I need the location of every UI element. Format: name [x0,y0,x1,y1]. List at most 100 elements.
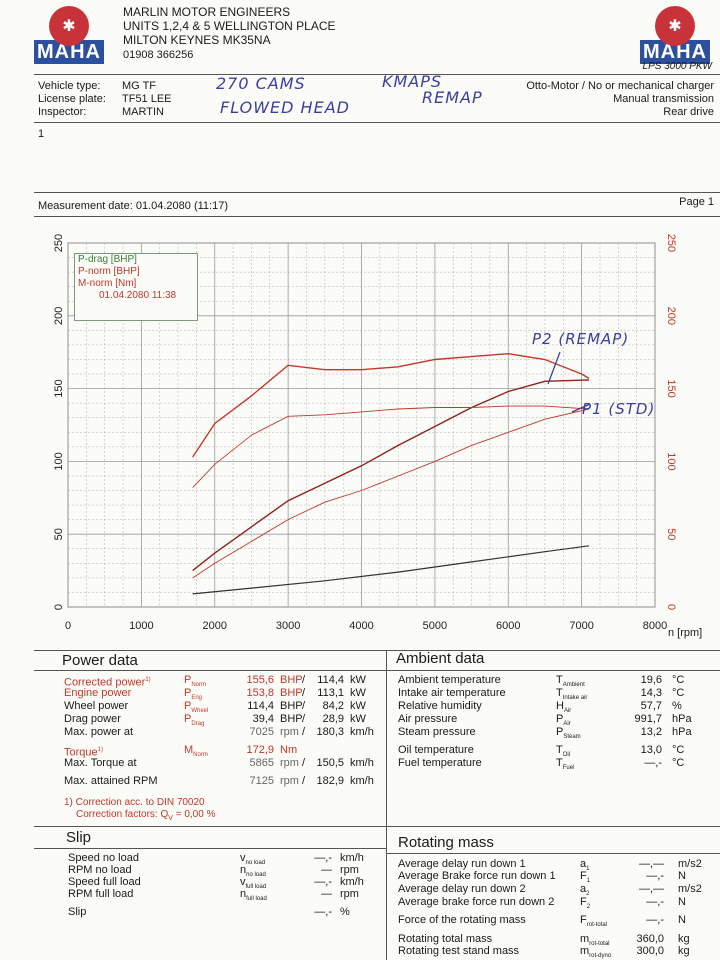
license-plate-label: License plate: [38,93,106,105]
rotating-mass-row-label: Average delay run down 2 [398,883,526,895]
symbol-subscript: Drag [191,721,205,728]
rotating-mass-unit: N [678,896,686,908]
rotating-mass-unit: m/s2 [678,883,702,895]
x-tick-label: 4000 [349,620,373,632]
ambient-unit: hPa [672,713,692,725]
ambient-row-label: Air pressure [398,713,458,725]
handwritten-p1-label: P1 (STD) [582,400,656,418]
power-unit-2: kW [350,674,366,686]
power-unit-1: rpm [280,757,299,769]
ambient-unit: °C [672,687,685,699]
power-unit-1: rpm [280,726,299,738]
power-row-label-text: Torque [64,746,98,759]
x-axis-label: n [rpm] [668,627,703,639]
rotating-mass-unit: kg [678,945,690,957]
power-value-2: 28,9 [322,713,344,725]
symbol: PAir [556,713,571,731]
power-value-2: 182,9 [316,775,344,787]
power-separator: / [302,687,306,699]
power-value-2: 114,4 [317,674,344,686]
y-tick-label-right: 100 [665,452,677,470]
symbol-letter: T [556,744,563,756]
slip-unit: km/h [340,876,364,888]
rotating-mass-value: —,- [646,870,664,882]
x-tick-label: 2000 [203,620,227,632]
power-row-label: Drag power [64,713,121,726]
legend-p-drag: P-drag [BHP] [78,254,137,265]
x-tick-label: 0 [65,620,71,632]
logo-text-right: MAHA [640,40,710,64]
symbol-letter: a [580,858,587,870]
y-tick-label-left: 0 [53,604,65,610]
transmission-type: Manual transmission [613,93,714,105]
power-row-label-text: Engine power [64,687,132,699]
series-p1-p-norm [192,408,590,579]
divider [34,670,720,671]
power-data-title: Power data [62,652,138,669]
rotating-mass-row-label: Average delay run down 1 [398,858,526,870]
x-tick-label: 6000 [496,620,520,632]
rotating-mass-row-label: Rotating test stand mass [398,945,520,957]
power-unit-1: Nm [280,744,298,756]
symbol: mrot-total [580,933,610,951]
series-p1-m-norm [192,405,590,488]
slip-row-label: Speed no load [68,852,139,864]
divider [34,650,720,651]
x-tick-label: 7000 [569,620,593,632]
ambient-row-label: Intake air temperature [398,687,506,699]
symbol: TAmbient [556,674,585,692]
power-value-1: 39,4 [252,713,274,725]
symbol-subscript: Wheel [191,708,209,715]
x-tick-label: 1000 [129,620,153,632]
ambient-value: 57,7 [640,700,662,712]
symbol-subscript: Ambient [562,682,585,689]
footnote-marker: 1) [97,747,103,753]
symbol-letter: P [184,687,192,699]
power-separator: / [302,674,306,686]
slip-unit: % [340,906,350,918]
symbol-letter: P [184,700,192,712]
symbol-subscript: Norm [191,682,207,689]
symbol: TIntake air [556,687,587,705]
symbol-letter: T [556,674,563,686]
symbol: mrot-dyno [580,945,611,960]
ambient-row-label: Steam pressure [398,726,476,738]
drive-type: Rear drive [663,106,714,118]
symbol: a2 [580,883,589,901]
rotating-mass-value: —,— [638,883,664,895]
slip-value: —,- [314,906,332,918]
slip-row-label: RPM full load [68,888,134,900]
power-row-label-text: Max. attained RPM [64,775,158,787]
rotating-mass-value: 360,0 [636,933,664,945]
power-row-label: Wheel power [64,700,128,713]
power-separator: / [302,757,306,769]
symbol-letter: n [240,888,247,900]
symbol-letter: P [556,726,564,738]
symbol: nfull load [240,888,267,906]
divider [34,122,720,123]
ambient-value: 19,6 [640,674,662,686]
slip-unit: km/h [340,852,364,864]
ambient-row-label: Relative humidity [398,700,482,712]
symbol-subscript: Norm [193,752,208,759]
symbol-letter: M [184,744,194,756]
y-tick-label-right: 200 [665,307,677,325]
rotating-mass-value: —,— [638,858,664,870]
measurement-date: Measurement date: 01.04.2080 (11:17) [38,200,228,212]
license-plate-value: TF51 LEE [122,93,172,105]
power-unit-1: BHP [280,674,303,686]
power-torque-chart: 0 1000 2000 3000 4000 5000 6000 7000 80000501001… [53,234,677,632]
legend-m-norm: M-norm [Nm] [78,278,137,289]
correction-factors-label: Correction factors: Q [76,809,169,820]
power-value-2: 113,1 [317,687,344,699]
power-value-1: 153,8 [246,687,274,699]
ambient-row-label: Ambient temperature [398,674,501,686]
symbol-subscript: rot-dyno [589,953,612,960]
symbol-subscript: rot-total [586,922,608,929]
symbol: PDrag [184,713,204,731]
power-value-1: 155,6 [246,674,274,686]
x-tick-label: 8000 [643,620,667,632]
symbol-subscript: full load [245,884,267,891]
power-row-label-text: Corrected power [64,676,146,689]
ambient-value: 13,2 [640,726,662,738]
